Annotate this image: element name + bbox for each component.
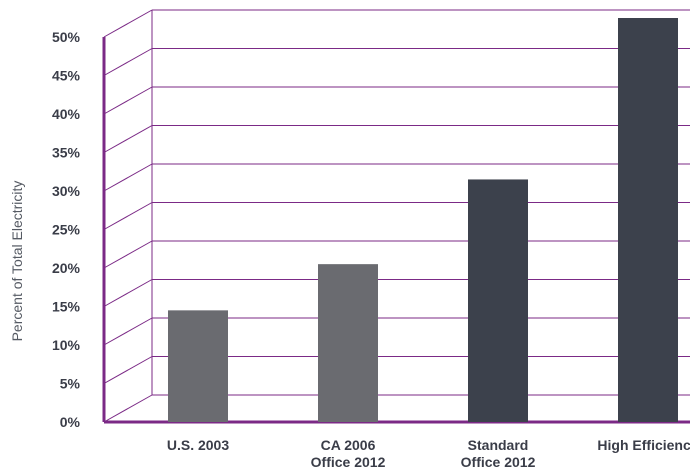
y-tick-label: 0%	[60, 414, 81, 430]
y-tick-label: 5%	[60, 376, 81, 392]
gridline-diagonal	[103, 279, 153, 307]
gridline-diagonal	[103, 163, 153, 192]
gridline-diagonal	[103, 356, 153, 384]
y-tick-label: 10%	[52, 337, 81, 353]
bars	[168, 18, 678, 422]
y-tick-label: 30%	[52, 183, 81, 199]
bar	[468, 179, 528, 422]
x-category-label: CA 2006	[321, 437, 376, 453]
x-category-label: U.S. 2003	[167, 437, 229, 453]
y-tick-label: 40%	[52, 106, 81, 122]
y-tick-label: 45%	[52, 68, 81, 84]
gridlines	[103, 9, 690, 423]
gridline-diagonal	[103, 240, 153, 269]
y-tick-label: 20%	[52, 260, 81, 276]
bar	[618, 18, 678, 422]
x-category-label-line2: Office 2012	[461, 454, 536, 470]
gridline-diagonal	[103, 9, 153, 38]
bar	[318, 264, 378, 422]
x-category-label: High Efficiency	[597, 437, 690, 453]
y-tick-label: 25%	[52, 222, 81, 238]
gridline-diagonal	[103, 317, 153, 346]
bar	[168, 310, 228, 422]
gridline-diagonal	[103, 48, 153, 76]
y-tick-label: 50%	[52, 29, 81, 45]
gridline-diagonal	[103, 202, 153, 230]
gridline-diagonal	[103, 86, 153, 115]
y-axis-label: Percent of Total Electricity	[9, 181, 25, 342]
x-category-label-line2: Office 2012	[311, 454, 386, 470]
x-category-label: Standard	[468, 437, 529, 453]
gridline-diagonal	[103, 394, 153, 423]
y-tick-labels: 0% 5% 10% 15% 20% 25% 30% 35% 40% 45% 50%	[52, 29, 81, 430]
gridline-diagonal	[103, 125, 153, 153]
y-tick-label: 15%	[52, 299, 81, 315]
y-tick-label: 35%	[52, 145, 81, 161]
